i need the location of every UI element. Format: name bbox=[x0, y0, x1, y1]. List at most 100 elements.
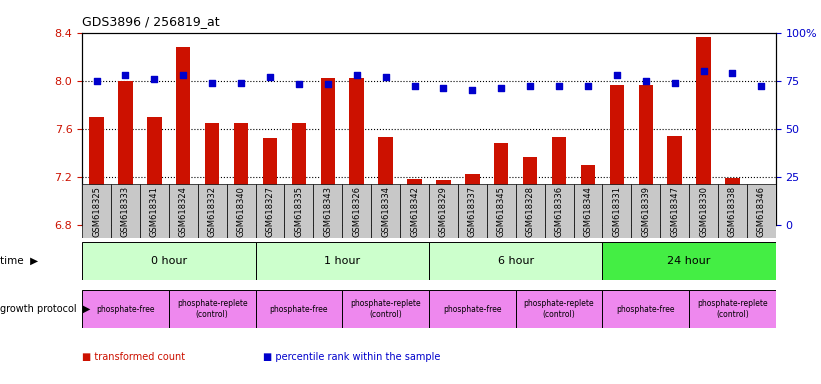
Point bbox=[553, 83, 566, 89]
Bar bbox=[140, 184, 169, 238]
Point bbox=[292, 81, 305, 88]
Bar bbox=[198, 184, 227, 238]
Text: phosphate-free: phosphate-free bbox=[443, 305, 502, 314]
Bar bbox=[552, 137, 566, 225]
Bar bbox=[205, 122, 219, 225]
Bar bbox=[82, 290, 169, 328]
Text: GSM618332: GSM618332 bbox=[208, 186, 217, 237]
Bar bbox=[466, 174, 479, 225]
Text: phosphate-replete
(control): phosphate-replete (control) bbox=[177, 300, 247, 319]
Bar bbox=[82, 242, 255, 280]
Point bbox=[466, 87, 479, 93]
Text: GSM618327: GSM618327 bbox=[265, 186, 274, 237]
Bar bbox=[487, 184, 516, 238]
Text: GSM618328: GSM618328 bbox=[525, 186, 534, 237]
Text: GSM618336: GSM618336 bbox=[554, 185, 563, 237]
Point bbox=[321, 81, 334, 88]
Bar bbox=[603, 290, 689, 328]
Text: GSM618338: GSM618338 bbox=[728, 185, 737, 237]
Bar bbox=[516, 290, 603, 328]
Bar bbox=[147, 117, 162, 225]
Text: GSM618342: GSM618342 bbox=[410, 186, 419, 237]
Text: GSM618344: GSM618344 bbox=[584, 186, 593, 237]
Text: GSM618339: GSM618339 bbox=[641, 186, 650, 237]
Text: GSM618330: GSM618330 bbox=[699, 186, 708, 237]
Text: phosphate-free: phosphate-free bbox=[617, 305, 675, 314]
Bar bbox=[407, 179, 422, 225]
Text: GSM618335: GSM618335 bbox=[295, 186, 304, 237]
Bar bbox=[747, 184, 776, 238]
Text: growth protocol  ▶: growth protocol ▶ bbox=[0, 304, 90, 314]
Text: GSM618333: GSM618333 bbox=[121, 185, 130, 237]
Text: phosphate-replete
(control): phosphate-replete (control) bbox=[524, 300, 594, 319]
Bar bbox=[169, 184, 198, 238]
Text: GSM618340: GSM618340 bbox=[236, 186, 245, 237]
Bar bbox=[378, 137, 392, 225]
Bar bbox=[429, 242, 603, 280]
Text: phosphate-replete
(control): phosphate-replete (control) bbox=[351, 300, 421, 319]
Text: 6 hour: 6 hour bbox=[498, 256, 534, 266]
Bar bbox=[255, 290, 342, 328]
Point bbox=[437, 85, 450, 91]
Bar bbox=[350, 78, 364, 225]
Point bbox=[235, 79, 248, 86]
Bar bbox=[523, 157, 538, 225]
Bar bbox=[429, 184, 458, 238]
Point bbox=[408, 83, 421, 89]
Text: 0 hour: 0 hour bbox=[151, 256, 187, 266]
Text: GSM618337: GSM618337 bbox=[468, 185, 477, 237]
Bar bbox=[255, 184, 284, 238]
Bar bbox=[176, 47, 190, 225]
Bar bbox=[169, 290, 255, 328]
Text: GSM618326: GSM618326 bbox=[352, 186, 361, 237]
Text: GSM618325: GSM618325 bbox=[92, 186, 101, 237]
Text: ■ percentile rank within the sample: ■ percentile rank within the sample bbox=[263, 352, 440, 362]
Text: GSM618324: GSM618324 bbox=[179, 186, 188, 237]
Point bbox=[726, 70, 739, 76]
Text: GSM618334: GSM618334 bbox=[381, 186, 390, 237]
Bar bbox=[631, 184, 660, 238]
Bar bbox=[725, 178, 740, 225]
Bar bbox=[111, 184, 140, 238]
Text: GSM618329: GSM618329 bbox=[439, 186, 448, 237]
Text: GSM618341: GSM618341 bbox=[150, 186, 159, 237]
Bar bbox=[400, 184, 429, 238]
Text: phosphate-free: phosphate-free bbox=[96, 305, 154, 314]
Point bbox=[610, 72, 623, 78]
Point bbox=[177, 72, 190, 78]
Bar bbox=[603, 242, 776, 280]
Point bbox=[495, 85, 508, 91]
Bar bbox=[574, 184, 603, 238]
Point bbox=[119, 72, 132, 78]
Point bbox=[90, 78, 103, 84]
Bar bbox=[603, 184, 631, 238]
Text: GSM618347: GSM618347 bbox=[670, 186, 679, 237]
Text: ■ transformed count: ■ transformed count bbox=[82, 352, 186, 362]
Bar bbox=[610, 86, 624, 225]
Bar bbox=[263, 138, 277, 225]
Bar bbox=[458, 184, 487, 238]
Text: GDS3896 / 256819_at: GDS3896 / 256819_at bbox=[82, 15, 220, 28]
Bar bbox=[234, 122, 248, 225]
Bar bbox=[494, 143, 508, 225]
Text: GSM618345: GSM618345 bbox=[497, 186, 506, 237]
Bar bbox=[660, 184, 689, 238]
Text: 24 hour: 24 hour bbox=[667, 256, 711, 266]
Point bbox=[581, 83, 594, 89]
Bar bbox=[89, 117, 103, 225]
Point bbox=[524, 83, 537, 89]
Bar bbox=[118, 81, 133, 225]
Text: time  ▶: time ▶ bbox=[0, 256, 38, 266]
Bar bbox=[291, 122, 306, 225]
Bar bbox=[689, 290, 776, 328]
Bar bbox=[544, 184, 574, 238]
Text: GSM618343: GSM618343 bbox=[323, 186, 333, 237]
Point bbox=[264, 74, 277, 80]
Bar bbox=[516, 184, 544, 238]
Bar bbox=[82, 184, 111, 238]
Point bbox=[379, 74, 392, 80]
Bar bbox=[580, 165, 595, 225]
Point bbox=[697, 68, 710, 74]
Point bbox=[148, 76, 161, 82]
Point bbox=[350, 72, 363, 78]
